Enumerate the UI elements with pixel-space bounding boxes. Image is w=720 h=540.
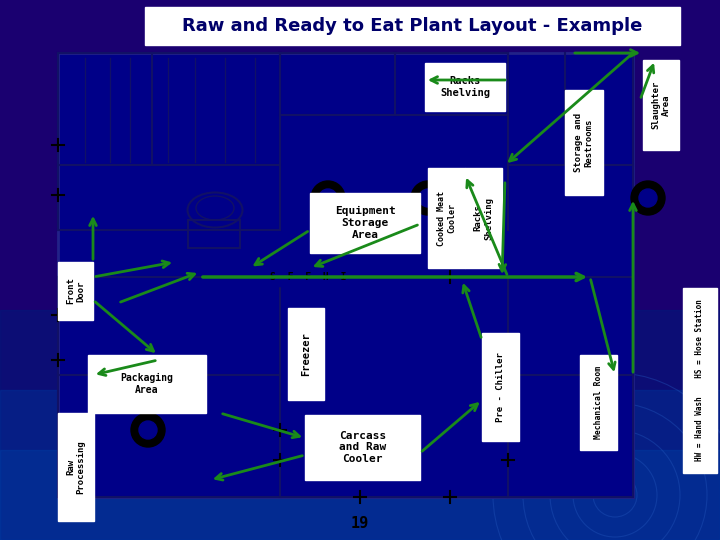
- Text: 19: 19: [351, 516, 369, 530]
- Bar: [288, 308, 324, 400]
- Circle shape: [311, 181, 345, 215]
- Bar: [310, 193, 420, 253]
- Text: Racks
Shelving: Racks Shelving: [474, 197, 493, 240]
- Text: Pre - Chiller: Pre - Chiller: [496, 352, 505, 422]
- Text: Slaughter
Area: Slaughter Area: [652, 81, 671, 129]
- Circle shape: [419, 189, 437, 207]
- Bar: [58, 53, 633, 497]
- Text: Equipment
Storage
Area: Equipment Storage Area: [335, 206, 395, 240]
- Text: Cooked Meat
Cooler: Cooked Meat Cooler: [437, 191, 456, 246]
- Text: Carcass
and Raw
Cooler: Carcass and Raw Cooler: [339, 431, 386, 464]
- Circle shape: [139, 421, 157, 439]
- Circle shape: [631, 181, 665, 215]
- Text: Mechanical Room: Mechanical Room: [594, 366, 603, 439]
- Bar: [425, 63, 505, 111]
- Circle shape: [411, 181, 445, 215]
- Bar: [482, 333, 519, 441]
- Text: Freezer: Freezer: [301, 332, 311, 376]
- Bar: [188, 220, 240, 248]
- Bar: [683, 288, 717, 473]
- Bar: [145, 7, 680, 45]
- Text: Packaging
Area: Packaging Area: [120, 373, 174, 395]
- Text: Raw and Ready to Eat Plant Layout - Example: Raw and Ready to Eat Plant Layout - Exam…: [182, 17, 642, 35]
- Bar: [58, 413, 94, 521]
- Text: S  F  F  H  I: S F F H I: [270, 272, 346, 282]
- Text: Raw
Processing: Raw Processing: [66, 440, 86, 494]
- Bar: [0, 390, 720, 540]
- Bar: [58, 262, 93, 320]
- Bar: [0, 310, 720, 540]
- Circle shape: [131, 413, 165, 447]
- Bar: [243, 268, 373, 286]
- Text: Racks
Shelving: Racks Shelving: [440, 76, 490, 98]
- Bar: [643, 60, 679, 150]
- Bar: [0, 450, 720, 540]
- Bar: [305, 415, 420, 480]
- Text: Storage and
Restrooms: Storage and Restrooms: [575, 113, 594, 172]
- Bar: [58, 53, 633, 497]
- Bar: [565, 90, 603, 195]
- Text: HW = Hand Wash    HS = Hose Station: HW = Hand Wash HS = Hose Station: [696, 300, 704, 462]
- Bar: [88, 355, 206, 413]
- Circle shape: [319, 189, 337, 207]
- Circle shape: [639, 189, 657, 207]
- Text: Front
Door: Front Door: [66, 278, 85, 305]
- Bar: [580, 355, 617, 450]
- Bar: [428, 168, 465, 268]
- Bar: [465, 168, 502, 268]
